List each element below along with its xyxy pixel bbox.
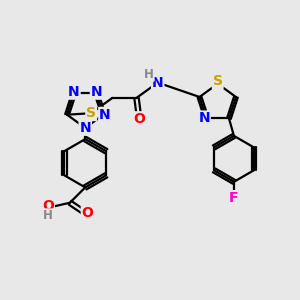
- Text: O: O: [82, 206, 94, 220]
- Text: H: H: [43, 209, 53, 222]
- Text: N: N: [99, 108, 111, 122]
- Text: N: N: [198, 111, 210, 125]
- Text: N: N: [91, 85, 102, 99]
- Text: H: H: [144, 68, 154, 81]
- Text: O: O: [42, 199, 54, 213]
- Text: N: N: [152, 76, 164, 90]
- Text: O: O: [133, 112, 145, 126]
- Text: N: N: [80, 121, 91, 135]
- Text: N: N: [68, 85, 80, 99]
- Text: S: S: [213, 74, 223, 88]
- Text: F: F: [229, 191, 239, 205]
- Text: S: S: [86, 106, 96, 120]
